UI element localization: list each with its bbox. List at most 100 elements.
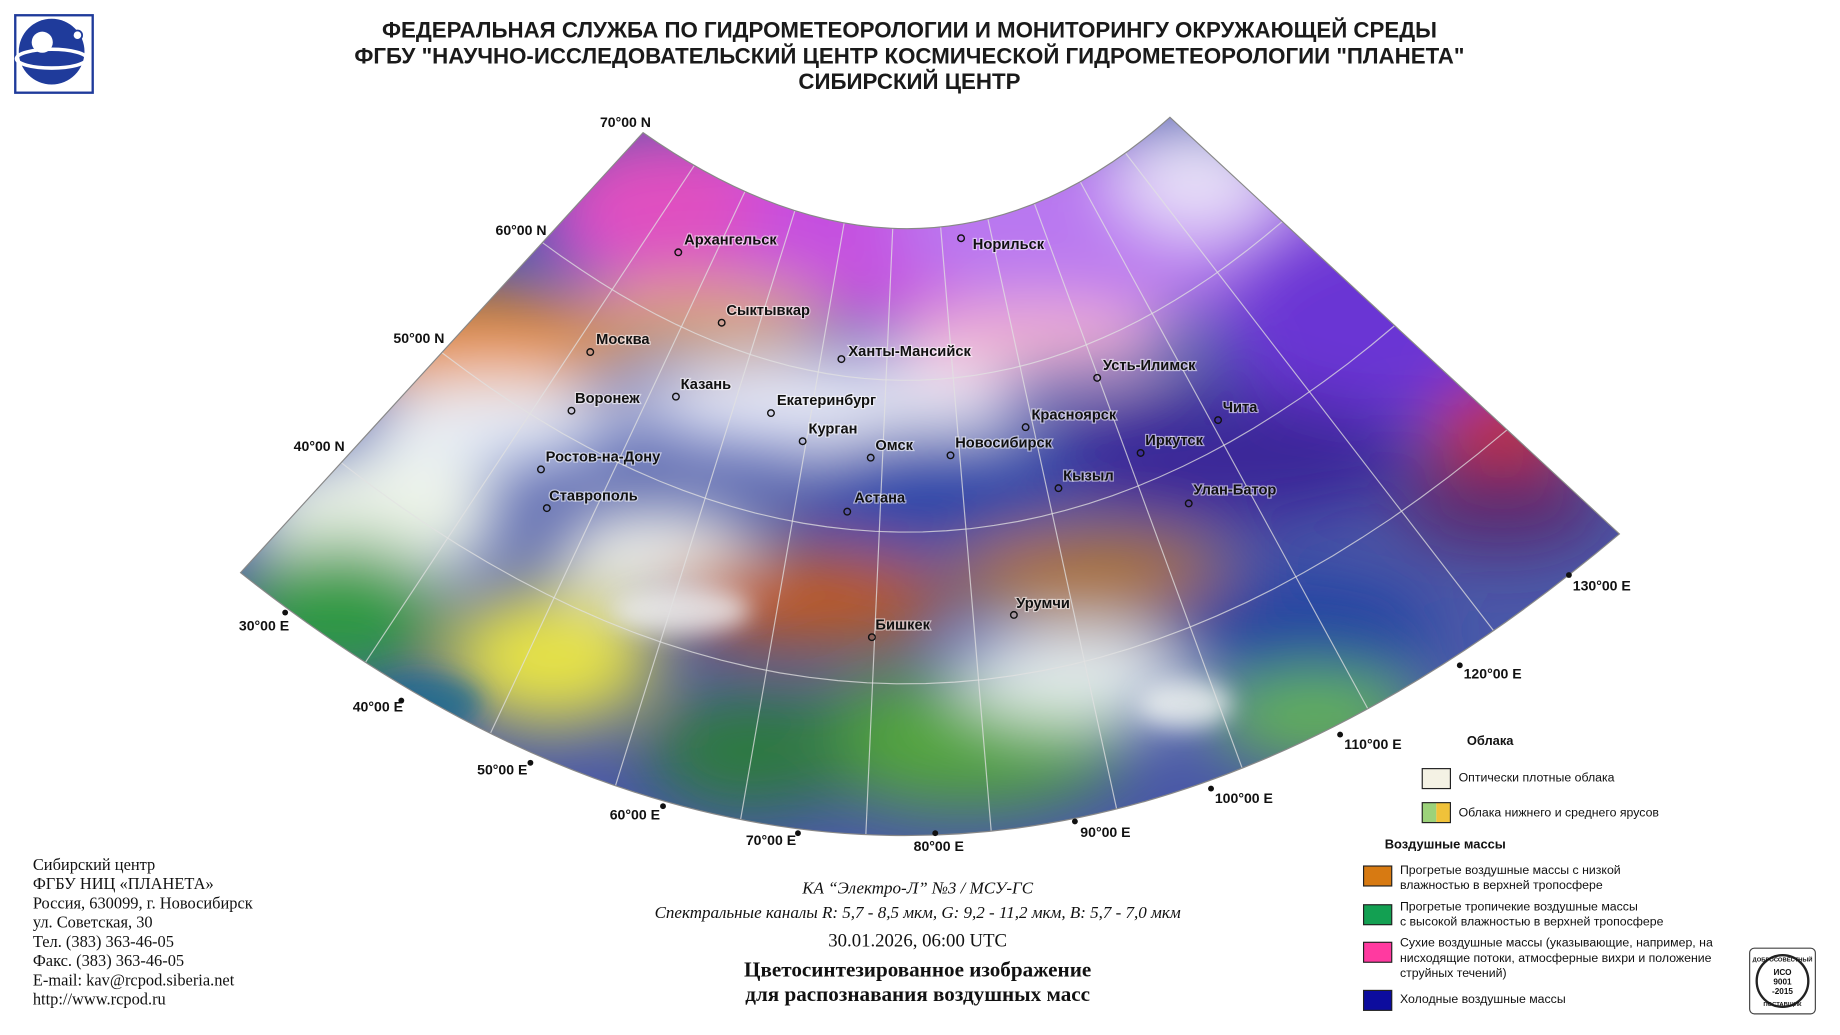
badge-text: ИСО: [1773, 968, 1792, 977]
city-marker: [946, 451, 955, 460]
longitude-label: 130°00 E: [1573, 577, 1631, 593]
city-label: Ставрополь: [549, 488, 638, 504]
caption-title: Цветосинтезированное изображение: [744, 957, 1091, 981]
city-label: Ханты-Мансийск: [848, 344, 971, 360]
longitude-label: 30°00 E: [239, 617, 289, 633]
latitude-label: 70°00 N: [600, 114, 651, 130]
city-marker: [717, 318, 726, 327]
longitude-tick: [1565, 572, 1572, 578]
city-label: Курган: [809, 421, 858, 437]
city-marker: [1136, 448, 1145, 457]
map-labels: 70°00 N 60°00 N 50°00 N 40°00 N 30°00 E 40°00…: [239, 114, 1631, 854]
longitude-label: 70°00 E: [746, 832, 796, 848]
city-label: Новосибирск: [955, 435, 1052, 451]
longitude-label: 100°00 E: [1215, 790, 1273, 806]
legend-text: Сухие воздушные массы (указывающие, напр…: [1400, 936, 1713, 950]
longitude-tick: [660, 803, 666, 810]
legend-text: Оптически плотные облака: [1459, 770, 1615, 784]
legend-heading: Воздушные массы: [1385, 836, 1506, 851]
caption-datetime: 30.01.2026, 06:00 UTC: [828, 931, 1007, 952]
latitude-label: 60°00 N: [496, 222, 547, 238]
legend-heading: Облака: [1467, 733, 1514, 748]
longitude-tick: [398, 697, 405, 704]
city-marker: [542, 504, 551, 513]
longitude-label: 120°00 E: [1464, 665, 1522, 681]
header-line: ФЕДЕРАЛЬНАЯ СЛУЖБА ПО ГИДРОМЕТЕОРОЛОГИИ …: [382, 18, 1437, 43]
longitude-label: 40°00 E: [353, 698, 403, 714]
legend-swatch-border: [1421, 802, 1451, 824]
legend-swatch: [1362, 941, 1393, 963]
city-marker: [843, 507, 852, 516]
city-label: Чита: [1223, 400, 1258, 416]
latitude-label: 50°00 N: [393, 330, 444, 346]
city-label: Астана: [854, 491, 906, 507]
city-label: Иркутск: [1145, 433, 1203, 449]
city-marker: [766, 409, 775, 418]
legend-text: с высокой влажностью в верхней тропосфер…: [1400, 915, 1664, 929]
address-line: ул. Советская, 30: [33, 913, 153, 932]
satellite-image: [240, 117, 1620, 836]
city-label: Бишкек: [875, 617, 930, 633]
city-label: Москва: [596, 332, 650, 348]
caption-satellite: КА “Электро-Л” №3 / МСУ-ГС: [801, 878, 1033, 897]
city-label: Омск: [875, 438, 913, 454]
badge-text: 9001: [1773, 977, 1792, 986]
latitude-label: 40°00 N: [294, 438, 345, 454]
longitude-label: 90°00 E: [1080, 824, 1130, 840]
city-marker: [866, 453, 875, 462]
city-marker: [957, 234, 966, 243]
longitude-tick: [282, 609, 289, 616]
legend-swatch: [1436, 802, 1451, 823]
city-label: Сыктывкар: [726, 303, 810, 319]
address-line: http://www.rcpod.ru: [33, 990, 166, 1009]
parallel: [441, 325, 1396, 533]
longitude-label: 110°00 E: [1344, 736, 1401, 752]
caption-title: для распознавания воздушных масс: [745, 982, 1090, 1006]
longitude-tick: [527, 759, 534, 766]
city-marker: [837, 355, 846, 364]
legend-text: Прогретые тропичекие воздушные массы: [1400, 899, 1638, 913]
longitude-tick: [1208, 785, 1214, 792]
certification-badge: ДОБРОСОВЕСТНЫЙ ИСО 9001 -2015 ПОСТАВЩИК: [1749, 947, 1816, 1015]
caption-channels: Спектральные каналы R: 5,7 - 8,5 мкм, G:…: [655, 903, 1181, 922]
legend-text: влажностью в верхней тропосфере: [1400, 878, 1603, 892]
city-marker: [1009, 610, 1018, 619]
longitude-tick: [795, 830, 801, 837]
longitude-tick: [1071, 818, 1078, 825]
address-line: Тел. (383) 363-46-05: [33, 932, 174, 951]
city-label: Урумчи: [1016, 596, 1070, 612]
longitude-tick: [1337, 731, 1344, 738]
header-line: СИБИРСКИЙ ЦЕНТР: [798, 69, 1020, 94]
city-marker: [1093, 373, 1102, 382]
city-marker: [567, 406, 576, 415]
city-label: Архангельск: [684, 232, 777, 248]
city-marker: [1021, 423, 1030, 432]
badge-text: ДОБРОСОВЕСТНЫЙ: [1753, 955, 1813, 963]
legend-text: нисходящие потоки, атмосферные вихри и п…: [1400, 951, 1712, 965]
legend-text: струйных течений): [1400, 966, 1507, 980]
legend-swatch: [1421, 768, 1451, 790]
legend-swatch: [1362, 865, 1393, 887]
city-marker: [674, 248, 683, 257]
legend-text: Облака нижнего и среднего ярусов: [1459, 805, 1659, 819]
address-line: ФГБУ НИЦ «ПЛАНЕТА»: [33, 874, 214, 893]
address-line: E-mail: kav@rcpod.siberia.net: [33, 970, 235, 989]
parallel: [542, 221, 1283, 381]
city-marker: [1214, 416, 1223, 425]
badge-text: -2015: [1772, 987, 1793, 996]
city-marker: [867, 633, 876, 642]
city-label: Екатеринбург: [777, 393, 876, 409]
map-frame: [239, 116, 1621, 837]
city-marker: [671, 392, 680, 401]
parallel: [340, 429, 1508, 685]
city-label: Красноярск: [1031, 407, 1116, 423]
header-line: ФГБУ "НАУЧНО-ИССЛЕДОВАТЕЛЬСКИЙ ЦЕНТР КОС…: [354, 43, 1464, 68]
city-marker: [1184, 499, 1193, 508]
city-marker: [536, 465, 545, 474]
logo: [14, 14, 94, 94]
longitude-label: 50°00 E: [477, 762, 527, 778]
legend-swatch: [1362, 989, 1393, 1011]
city-label: Кызыл: [1063, 468, 1114, 484]
